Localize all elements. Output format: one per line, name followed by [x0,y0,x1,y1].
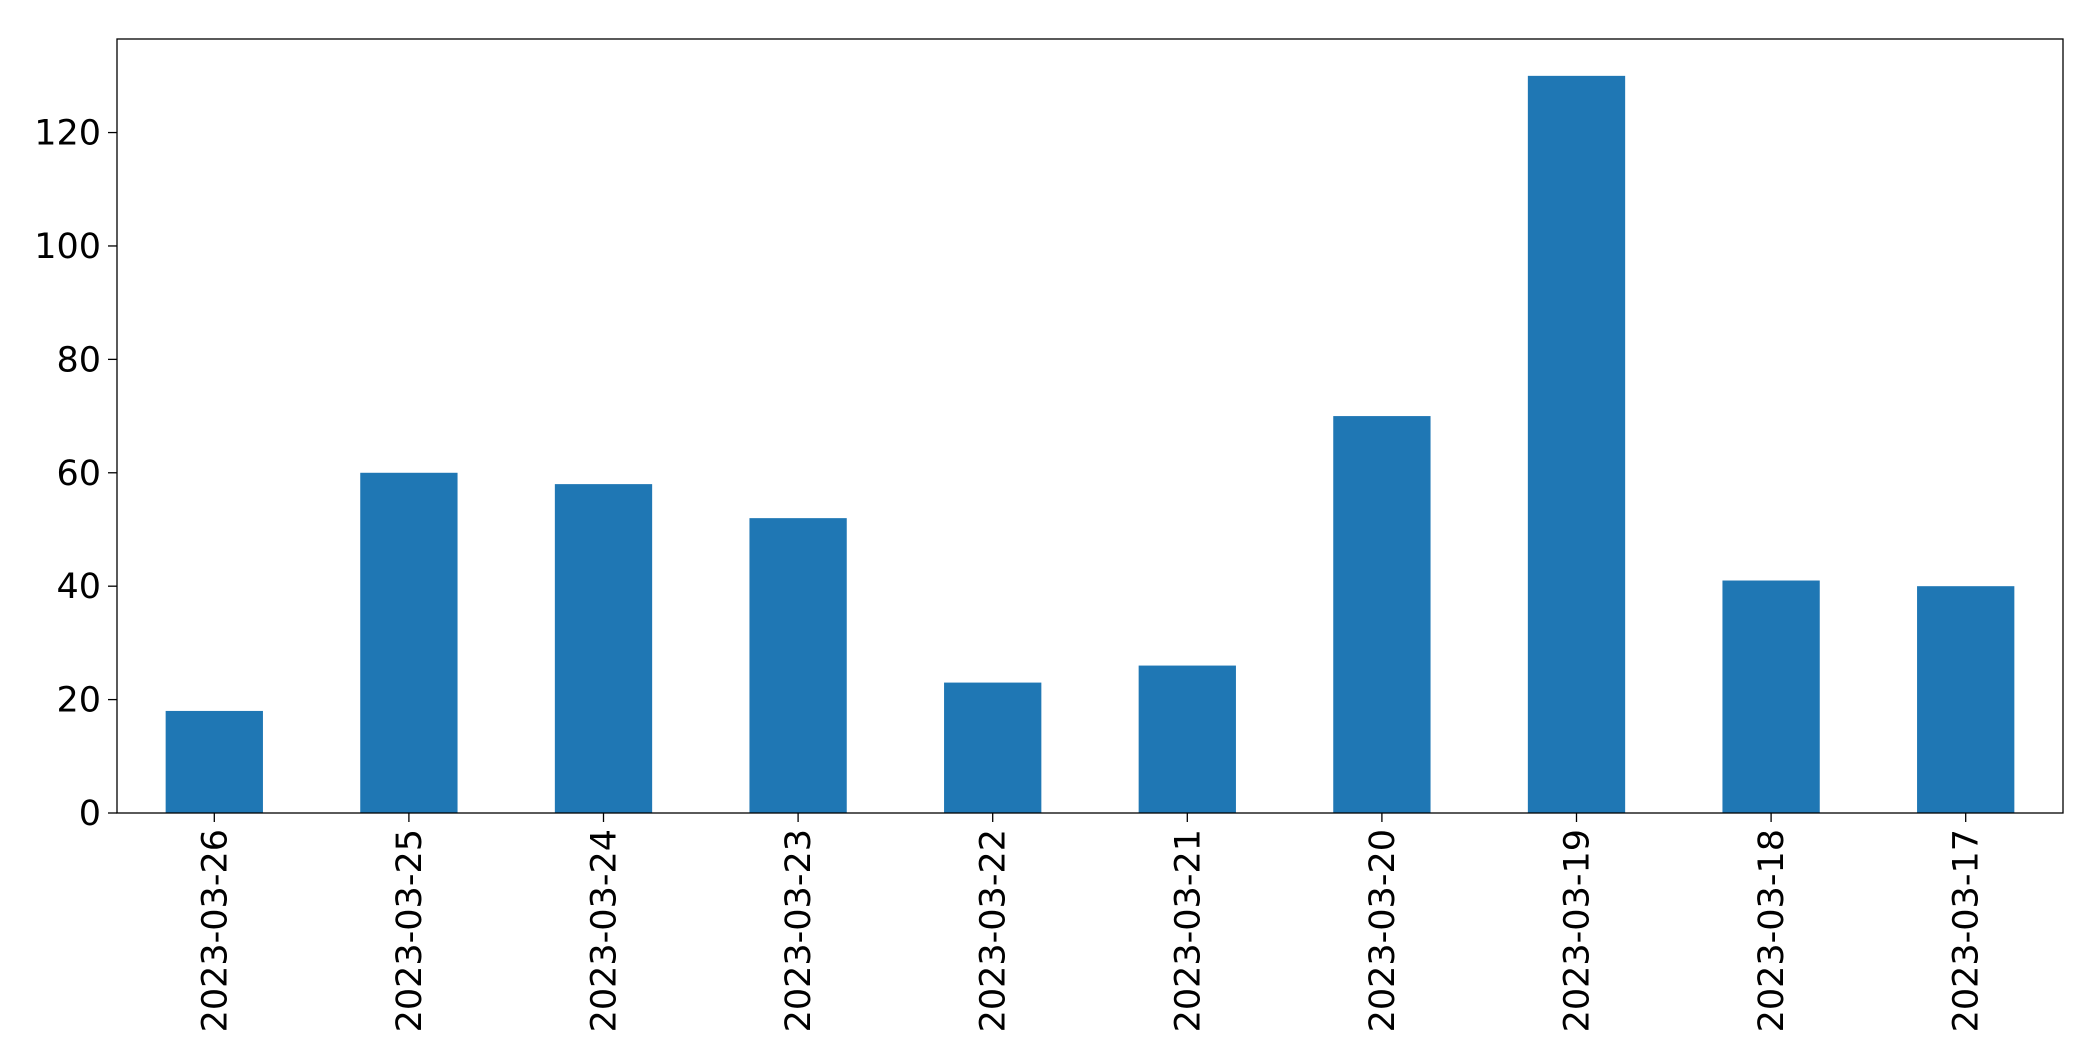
y-tick-label: 40 [56,567,101,607]
y-tick-label: 100 [34,227,101,267]
y-tick-label: 0 [79,794,101,834]
x-tick-label: 2023-03-17 [1947,829,1987,1032]
x-tick-label: 2023-03-23 [779,829,819,1032]
bar [1722,580,1820,813]
x-tick-label: 2023-03-21 [1168,829,1208,1032]
x-tick-label: 2023-03-24 [585,829,625,1032]
y-tick-label: 80 [56,340,101,380]
bar [1138,665,1236,813]
bar [1527,75,1626,814]
y-tick-label: 120 [34,114,101,154]
bar [554,484,653,813]
plot-frame [116,38,2064,814]
bar [1333,416,1431,813]
x-tick-label: 2023-03-26 [195,829,235,1032]
x-tick-label: 2023-03-22 [974,829,1014,1032]
x-tick-label: 2023-03-20 [1363,829,1403,1032]
bar [1917,586,2015,813]
y-tick-label: 20 [56,681,101,721]
bar [944,682,1042,813]
bar [360,472,458,813]
x-tick-label: 2023-03-19 [1558,829,1598,1032]
bar [749,518,847,813]
x-tick-label: 2023-03-25 [390,829,430,1032]
bar [165,710,263,813]
y-tick-label: 60 [56,454,101,494]
x-tick-label: 2023-03-18 [1752,829,1792,1032]
